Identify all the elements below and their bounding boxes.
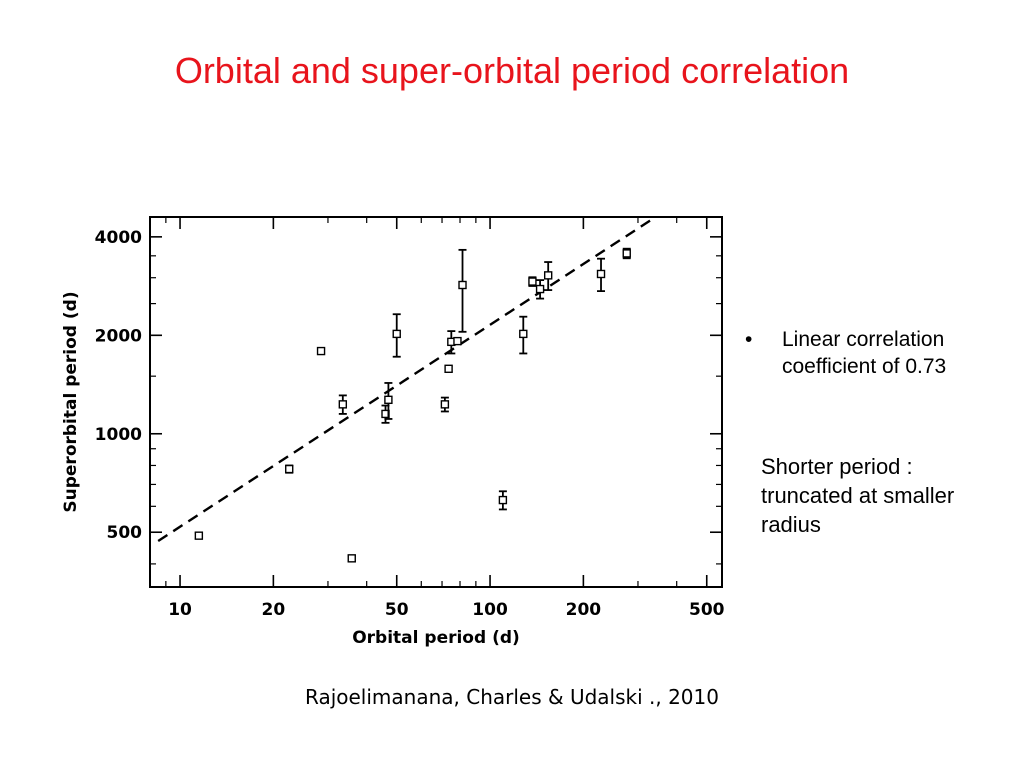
point-marker [498, 495, 508, 505]
point-marker [458, 280, 467, 290]
data-point [381, 404, 390, 424]
data-point [392, 313, 401, 358]
x-tick-label: 10 [168, 600, 192, 620]
bullet-text: Linear correlation coefficient of 0.73 [782, 328, 947, 378]
x-tick-label: 100 [472, 600, 508, 620]
data-point [519, 315, 528, 355]
data-point [596, 257, 606, 293]
y-tick-label: 1000 [95, 425, 142, 445]
point-marker [285, 464, 294, 474]
data-point [535, 279, 545, 300]
fit-line-layer [157, 219, 652, 543]
point-marker [440, 400, 450, 409]
axis-labels: Orbital period (d) Superorbital period (… [61, 291, 520, 648]
point-marker [622, 249, 631, 258]
data-point [458, 248, 467, 333]
point-marker [392, 329, 401, 339]
citation: Rajoelimanana, Charles & Udalski ., 2010 [305, 685, 719, 709]
data-point [444, 364, 453, 373]
y-tick-label: 500 [107, 523, 143, 543]
point-marker [338, 400, 348, 409]
y-tick-label: 2000 [95, 326, 142, 346]
bullet-marker: • [745, 328, 753, 351]
y-tick-label: 4000 [95, 228, 142, 248]
point-marker [444, 364, 453, 373]
data-point [543, 261, 553, 291]
x-tick-label: 20 [262, 600, 286, 620]
data-point [338, 394, 348, 415]
data-point [384, 382, 393, 420]
plot-frame [149, 216, 723, 588]
data-point [194, 531, 204, 540]
x-axis-label: Orbital period (d) [352, 628, 520, 648]
x-tick-label: 500 [689, 600, 725, 620]
axis-ticks: 10 20 50 100 200 500 500 1000 2000 4000 [95, 217, 725, 620]
data-point [498, 490, 508, 511]
plot-frame-rect [149, 216, 723, 588]
data-point [285, 464, 294, 474]
data-point [316, 346, 326, 356]
point-marker [519, 329, 528, 339]
data-point [453, 336, 462, 346]
data-points [194, 247, 631, 563]
x-tick-label: 200 [566, 600, 602, 620]
fit-line [157, 219, 652, 543]
note-text: Shorter period : truncated at smaller ra… [761, 454, 955, 537]
point-marker [316, 346, 326, 356]
point-marker [194, 531, 204, 540]
x-tick-label: 50 [385, 600, 409, 620]
point-marker [528, 277, 537, 286]
data-point [347, 554, 356, 563]
data-point [528, 276, 537, 287]
point-marker [347, 554, 356, 563]
point-marker [453, 336, 462, 346]
slide-title: Orbital and super-orbital period correla… [174, 50, 850, 91]
data-point [440, 396, 450, 413]
point-marker [596, 269, 606, 279]
point-marker [384, 395, 393, 405]
point-marker [535, 284, 545, 294]
y-axis-label: Superorbital period (d) [61, 291, 81, 512]
point-marker [543, 271, 553, 280]
data-point [622, 247, 631, 260]
data-point [447, 330, 456, 355]
scatter-chart: 10 20 50 100 200 500 500 1000 2000 4000 Orbital p… [61, 216, 725, 648]
